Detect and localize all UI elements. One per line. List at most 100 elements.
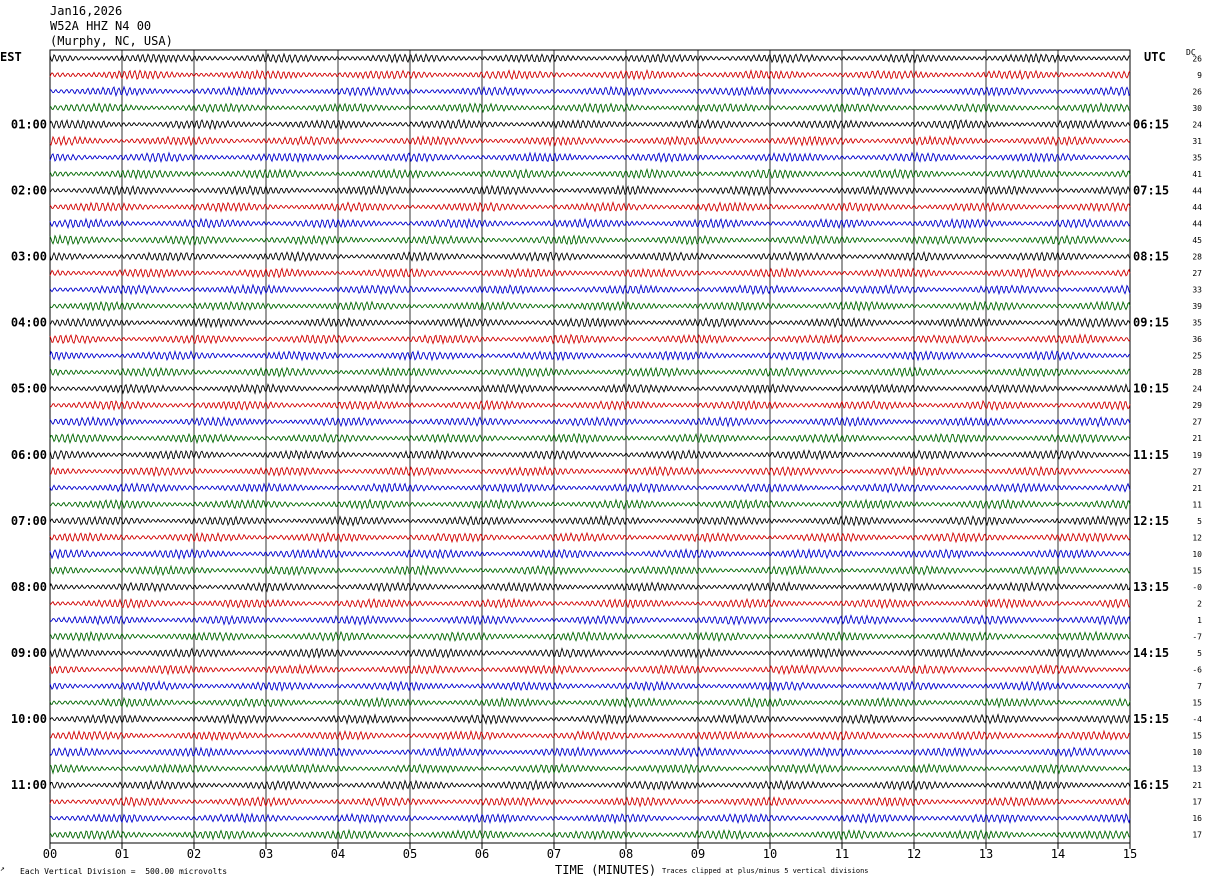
clip-note: Traces clipped at plus/minus 5 vertical … — [662, 867, 869, 875]
left-time-label: 11:00 — [11, 778, 47, 792]
x-tick-label: 03 — [259, 847, 273, 861]
trace-row — [49, 498, 1131, 511]
trace-row — [49, 796, 1131, 808]
dc-offset-label: 17 — [1192, 831, 1202, 840]
dc-offset-label: 10 — [1192, 748, 1202, 757]
trace-row — [49, 85, 1131, 98]
header-date: Jan16,2026 — [50, 4, 123, 18]
x-tick-label: 14 — [1051, 847, 1065, 861]
dc-offset-label: 27 — [1192, 467, 1202, 476]
trace-row — [49, 349, 1131, 362]
plot-frame — [49, 49, 1131, 844]
left-time-label: 05:00 — [11, 382, 47, 396]
scale-note: Each Vertical Division = 500.00 microvol… — [20, 867, 228, 876]
left-time-label: 06:00 — [11, 448, 47, 462]
trace-row — [49, 514, 1131, 527]
trace-row — [49, 167, 1131, 181]
left-time-label: 10:00 — [11, 712, 47, 726]
x-axis-label: TIME (MINUTES) — [555, 863, 657, 877]
dc-offset-label: 1 — [1197, 616, 1202, 625]
x-tick-label: 08 — [619, 847, 633, 861]
dc-offset-label: 15 — [1192, 732, 1202, 741]
trace-row — [49, 151, 1131, 164]
right-time-label: 07:15 — [1133, 183, 1169, 197]
dc-offset-label: 2 — [1197, 599, 1202, 608]
trace-row — [49, 217, 1131, 230]
dc-offset-label: 7 — [1197, 682, 1202, 691]
dc-offset-label: 26 — [1192, 87, 1202, 96]
dc-offset-label: 15 — [1192, 699, 1202, 708]
trace-row — [49, 52, 1131, 65]
header: Jan16,2026 W52A HHZ N4 00 (Murphy, NC, USA… — [50, 4, 173, 49]
x-tick-label: 15 — [1123, 847, 1137, 861]
dc-offset-label: 41 — [1192, 170, 1202, 179]
dc-offset-label: 36 — [1192, 335, 1202, 344]
left-time-label: 09:00 — [11, 646, 47, 660]
trace-row — [49, 696, 1131, 709]
right-time-label: 09:15 — [1133, 316, 1169, 330]
dc-offset-label: 9 — [1197, 71, 1202, 80]
trace-row — [49, 316, 1131, 329]
trace-row — [49, 828, 1131, 841]
dc-offset-label: 29 — [1192, 401, 1202, 410]
dc-offset-label: 13 — [1192, 765, 1202, 774]
trace-row — [49, 118, 1131, 131]
dc-offset-label: 21 — [1192, 484, 1202, 493]
trace-row — [49, 233, 1131, 247]
dc-offset-label: 28 — [1192, 368, 1202, 377]
right-time-label: 12:15 — [1133, 514, 1169, 528]
trace-row — [49, 531, 1131, 544]
x-tick-label: 06 — [475, 847, 489, 861]
trace-row — [49, 415, 1131, 428]
header-station: W52A HHZ N4 00 — [50, 19, 152, 33]
x-tick-label: 04 — [331, 847, 345, 861]
x-tick-label: 05 — [403, 847, 417, 861]
trace-row — [49, 134, 1131, 147]
dc-offset-label: 39 — [1192, 302, 1202, 311]
right-time-label: 06:15 — [1133, 117, 1169, 131]
dc-offset-label: -7 — [1192, 632, 1202, 641]
dc-offset-label: 30 — [1192, 104, 1202, 113]
dc-offset-label: 31 — [1192, 137, 1202, 146]
trace-row — [49, 68, 1131, 81]
trace-row — [49, 762, 1131, 775]
dc-offset-label: 5 — [1197, 517, 1202, 526]
dc-offset-label: 17 — [1192, 798, 1202, 807]
dc-offset-header: DC — [1186, 48, 1196, 57]
dc-offset-label: 19 — [1192, 451, 1202, 460]
trace-row — [49, 267, 1131, 279]
left-time-label: 02:00 — [11, 183, 47, 197]
trace-row — [49, 647, 1131, 660]
dc-offset-label: 15 — [1192, 566, 1202, 575]
header-location: (Murphy, NC, USA) — [50, 34, 173, 48]
left-time-label: 08:00 — [11, 580, 47, 594]
dc-offset-label: 10 — [1192, 550, 1202, 559]
dc-offset-label: 44 — [1192, 186, 1202, 195]
trace-row — [49, 663, 1131, 676]
left-time-label: 07:00 — [11, 514, 47, 528]
dc-offset-label: 12 — [1192, 533, 1202, 542]
dc-offset-label: 21 — [1192, 781, 1202, 790]
trace-row — [49, 482, 1131, 494]
dc-offset-label: 21 — [1192, 434, 1202, 443]
trace-row — [49, 250, 1131, 263]
trace-row — [49, 614, 1131, 626]
trace-row — [49, 564, 1131, 577]
trace-row — [49, 283, 1131, 296]
dc-offset-label: 45 — [1192, 236, 1202, 245]
dc-offset-label: 25 — [1192, 352, 1202, 361]
x-tick-label: 01 — [115, 847, 129, 861]
right-time-label: 08:15 — [1133, 250, 1169, 264]
dc-offset-label: 27 — [1192, 269, 1202, 278]
x-tick-label: 09 — [691, 847, 705, 861]
dc-offset-label: 44 — [1192, 219, 1202, 228]
dc-offset-label: 44 — [1192, 203, 1202, 212]
right-time-label: 11:15 — [1133, 448, 1169, 462]
trace-row — [49, 432, 1131, 445]
right-time-label: 15:15 — [1133, 712, 1169, 726]
dc-offset-label: 35 — [1192, 319, 1202, 328]
trace-row — [49, 580, 1131, 593]
trace-row — [49, 333, 1131, 345]
trace-row — [49, 184, 1131, 197]
x-tick-label: 02 — [187, 847, 201, 861]
